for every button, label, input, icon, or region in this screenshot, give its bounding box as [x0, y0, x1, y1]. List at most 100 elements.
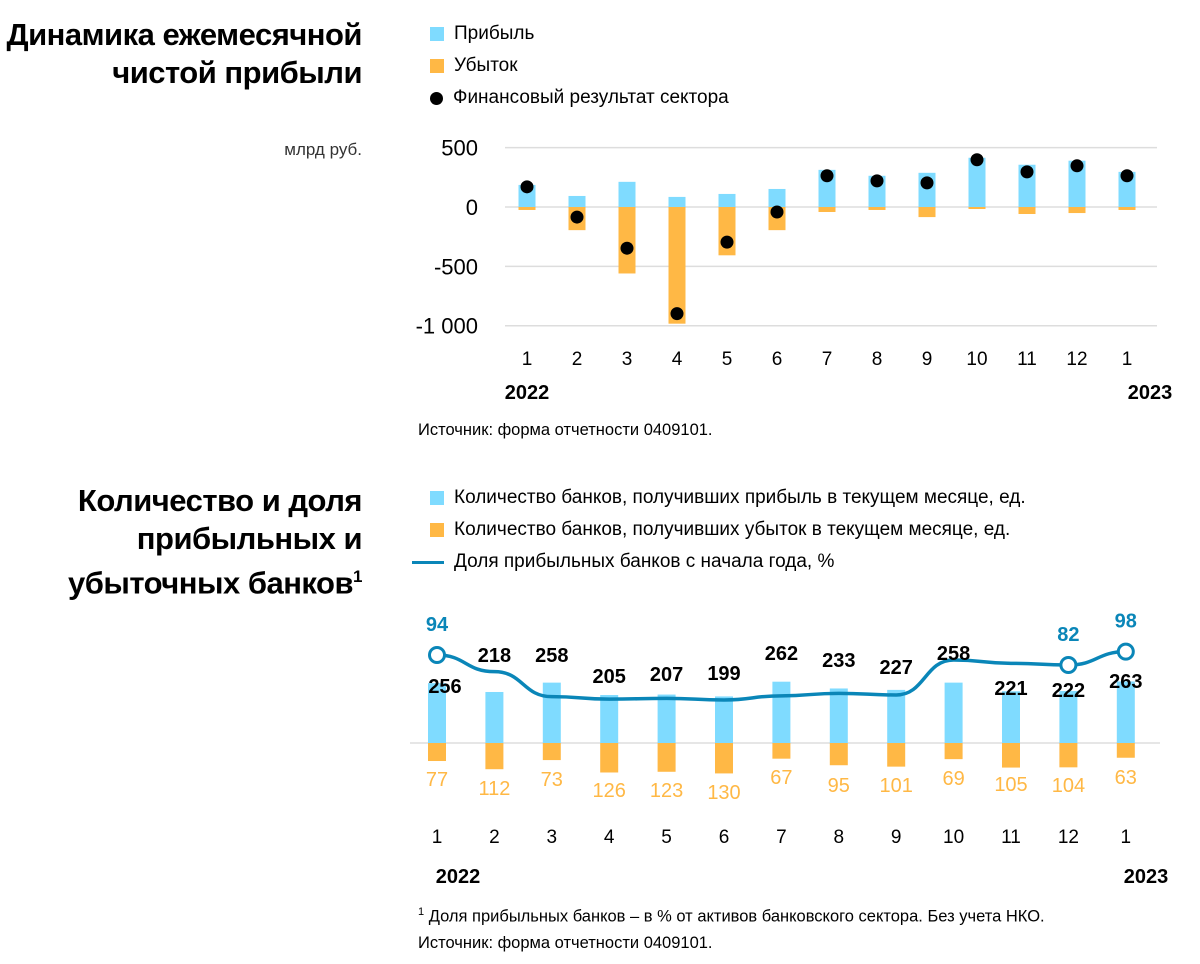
- loss-count-label: 67: [770, 767, 792, 789]
- x-tick-label: 1: [522, 349, 533, 370]
- profit-count-label: 233: [822, 650, 855, 672]
- x-tick-label: 10: [966, 349, 987, 370]
- loss-bar: [1059, 743, 1078, 768]
- x-tick-label: 6: [719, 827, 730, 848]
- loss-bar: [918, 207, 936, 218]
- y-tick-label: -500: [434, 254, 478, 279]
- chart2-legend: Количество банков, получивших прибыль в …: [412, 482, 1026, 578]
- x-tick-label: 11: [1001, 827, 1021, 848]
- loss-count-label: 63: [1115, 767, 1137, 789]
- result-dot: [620, 241, 634, 255]
- loss-bar: [542, 743, 561, 761]
- profit-count-label: 218: [478, 645, 511, 667]
- result-dot: [520, 180, 534, 194]
- y-tick-label: 500: [441, 136, 478, 161]
- result-dot: [670, 307, 684, 321]
- x-tick-label: 3: [547, 827, 558, 848]
- loss-count-label: 123: [650, 780, 683, 802]
- loss-count-label: 73: [541, 769, 563, 791]
- chart2-source: Источник: форма отчетности 0409101.: [418, 934, 713, 952]
- loss-bar: [1018, 207, 1036, 215]
- loss-count-label: 104: [1052, 775, 1085, 797]
- result-dot: [820, 169, 834, 183]
- legend-label: Доля прибыльных банков с начала года, %: [454, 551, 835, 572]
- profit-bar: [600, 695, 619, 743]
- legend-label: Финансовый результат сектора: [453, 87, 729, 108]
- loss-bar: [1118, 207, 1136, 210]
- x-tick-label: 9: [891, 827, 902, 848]
- profit-count-label: 221: [994, 678, 1027, 700]
- x-tick-label: 7: [776, 827, 787, 848]
- loss-count-label: 130: [707, 782, 740, 804]
- profit-bar: [668, 196, 686, 207]
- profit-bar: [568, 195, 586, 207]
- loss-count-label: 69: [942, 768, 964, 790]
- share-label: 98: [1115, 611, 1137, 633]
- loss-count-label: 77: [426, 769, 448, 791]
- profit-count-label: 227: [880, 657, 913, 679]
- chart1-unit: млрд руб.: [284, 140, 362, 159]
- chart2-footnote: 1 Доля прибыльных банков – в % от активо…: [418, 906, 1045, 927]
- profit-bar: [1116, 681, 1135, 743]
- profit-bar: [1068, 160, 1086, 207]
- loss-bar: [428, 743, 446, 762]
- share-marker: [1059, 655, 1078, 674]
- profit-count-label: 262: [765, 643, 798, 665]
- x-tick-label: 3: [622, 349, 633, 370]
- footnote-mark: 1: [353, 567, 362, 586]
- share-line: [436, 649, 1126, 702]
- x-tick-label: 2: [572, 349, 583, 370]
- year-label: 2022: [436, 866, 481, 888]
- x-tick-label: 10: [943, 827, 964, 848]
- x-tick-label: 9: [922, 349, 933, 370]
- loss-bar: [600, 743, 619, 773]
- chart1-legend: Прибыль Убыток Финансовый результат сект…: [412, 18, 729, 114]
- x-tick-label: 5: [661, 827, 672, 848]
- loss-bar: [657, 743, 676, 772]
- loss-bar: [485, 743, 504, 770]
- loss-count-label: 126: [593, 780, 626, 802]
- share-marker: [1116, 642, 1135, 661]
- share-label: 82: [1057, 624, 1079, 646]
- profit-bar: [485, 691, 504, 743]
- loss-bar: [818, 207, 836, 212]
- profit-bar: [718, 193, 736, 207]
- legend-swatch-loss: [430, 59, 444, 73]
- profit-count-label: 207: [650, 664, 683, 686]
- profit-bar: [829, 688, 848, 743]
- legend-swatch-profit: [430, 27, 444, 41]
- loss-bar: [772, 743, 791, 759]
- x-tick-label: 11: [1017, 349, 1037, 370]
- legend-label: Количество банков, получивших убыток в т…: [454, 519, 1011, 540]
- loss-bar: [829, 743, 848, 766]
- title-text: Количество и доля прибыльных и убыточных…: [67, 483, 363, 601]
- result-dot: [720, 235, 734, 249]
- profit-bar: [768, 188, 786, 207]
- x-tick-label: 1: [1121, 827, 1132, 848]
- profit-count-label: 199: [707, 663, 740, 685]
- legend-label: Прибыль: [454, 23, 535, 44]
- share-label: 94: [426, 614, 449, 636]
- loss-bar: [1068, 207, 1086, 214]
- x-tick-label: 1: [432, 827, 443, 848]
- x-tick-label: 12: [1066, 349, 1087, 370]
- profit-bar: [428, 683, 446, 743]
- profit-count-label: 258: [535, 645, 568, 667]
- profit-bar: [657, 694, 676, 743]
- profit-bar: [715, 696, 733, 743]
- chart1-title: Динамика ежемесячной чистой прибыли: [6, 17, 362, 90]
- loss-bar: [1116, 743, 1135, 758]
- loss-count-label: 105: [994, 774, 1027, 796]
- profit-bar: [1002, 691, 1020, 743]
- loss-bar: [715, 743, 733, 774]
- profit-bar: [618, 181, 636, 207]
- x-tick-label: 6: [772, 349, 783, 370]
- loss-bar: [618, 207, 636, 274]
- chart2-title: Количество и доля прибыльных и убыточных…: [0, 482, 363, 602]
- x-tick-label: 7: [822, 349, 833, 370]
- profit-count-label: 205: [593, 666, 626, 688]
- profit-bar: [772, 681, 791, 743]
- profit-bar: [1059, 691, 1078, 743]
- loss-bar: [868, 207, 886, 210]
